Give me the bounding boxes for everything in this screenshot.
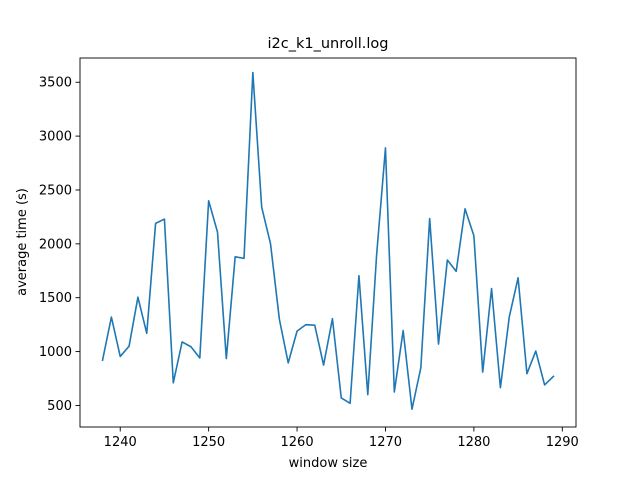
- y-tick-label-1: 1000: [39, 345, 72, 360]
- y-tick-label-5: 3000: [39, 130, 72, 145]
- y-tick-label-6: 3500: [39, 76, 72, 91]
- plot-area: 1240 1250 1260 1270 1280 1290 500 1000 1500 2000 2…: [39, 57, 579, 450]
- y-tick-label-2: 1500: [39, 291, 72, 306]
- x-tick-label-0: 1240: [104, 435, 137, 450]
- y-tick-label-3: 2000: [39, 237, 72, 252]
- x-tick-label-5: 1290: [546, 435, 579, 450]
- y-axis-label: average time (s): [15, 188, 30, 296]
- x-tick-label-1: 1250: [192, 435, 225, 450]
- x-tick-label-2: 1260: [281, 435, 314, 450]
- series-line-0: [101, 71, 555, 411]
- x-tick-label-3: 1270: [369, 435, 402, 450]
- y-tick-label-4: 2500: [39, 183, 72, 198]
- axes-frame: [79, 57, 577, 428]
- x-tick-label-4: 1280: [457, 435, 490, 450]
- chart-title: i2c_k1_unroll.log: [267, 36, 388, 52]
- x-axis-label: window size: [289, 456, 368, 471]
- y-tick-label-0: 500: [47, 399, 72, 414]
